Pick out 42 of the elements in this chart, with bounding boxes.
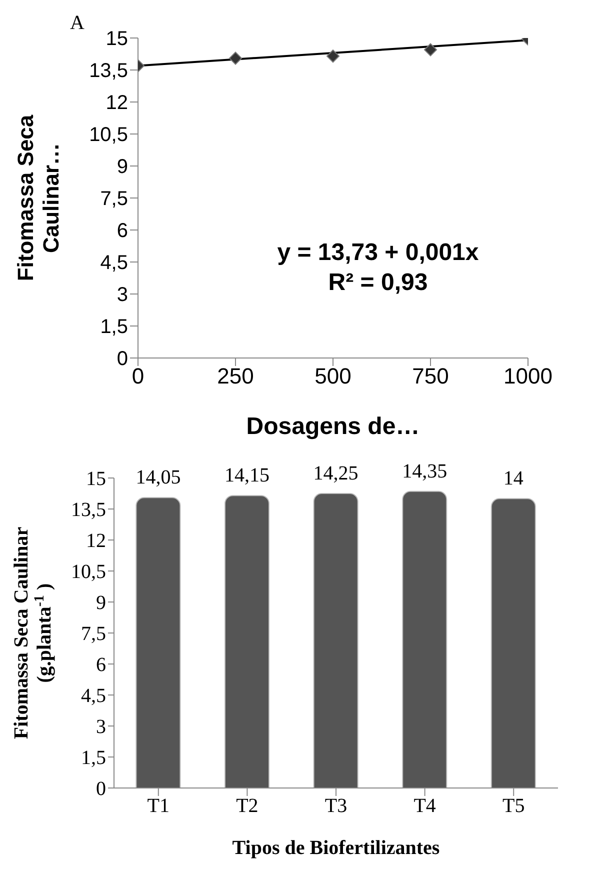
y-tick-label: 15 — [106, 28, 128, 50]
x-axis-title: Tipos de Biofertilizantes — [232, 837, 440, 859]
y-tick-label: 1,5 — [100, 316, 128, 338]
y-tick-label: 12 — [86, 530, 106, 552]
x-tick-label: 250 — [217, 364, 254, 389]
y-tick-label: 12 — [106, 92, 128, 114]
y-tick-label: 7,5 — [100, 188, 128, 210]
data-label: 14 — [503, 468, 524, 490]
y-tick-label: 10,5 — [71, 561, 106, 584]
y-tick-label: 1,5 — [81, 747, 106, 770]
y-tick-label: 13,5 — [71, 499, 106, 522]
data-label: 14,35 — [402, 460, 448, 482]
annotation: y = 13,73 + 0,001x — [276, 238, 480, 268]
y-tick-label: 4,5 — [81, 685, 106, 708]
y-tick-label: 7,5 — [81, 623, 106, 646]
y-tick-label: 9 — [96, 592, 106, 614]
y-tick-label: 3 — [116, 284, 128, 306]
y-tick-label: 15 — [86, 468, 106, 490]
y-tick-label: 10,5 — [89, 124, 128, 146]
x-tick-label: T1 — [147, 795, 170, 818]
y-tick-label: 6 — [96, 654, 106, 676]
x-tick-label: T2 — [236, 795, 258, 818]
x-axis-title: Dosagens de… — [246, 413, 420, 440]
y-tick-label: 9 — [116, 156, 128, 178]
data-label: 14,15 — [224, 464, 270, 487]
annotation: R² = 0,93 — [327, 268, 429, 298]
x-tick-label: T3 — [324, 795, 348, 818]
y-tick-label: 4,5 — [100, 252, 128, 274]
data-label: 14,25 — [313, 462, 358, 484]
data-label: 14,05 — [136, 466, 181, 489]
y-tick-label: 13,5 — [89, 60, 128, 82]
x-tick-label: 1000 — [504, 364, 552, 389]
y-tick-label: 0 — [116, 348, 128, 370]
x-tick-label: T4 — [414, 795, 436, 818]
y-tick-label: 3 — [96, 716, 106, 738]
x-tick-label: 500 — [314, 364, 352, 389]
y-tick-label: 0 — [96, 778, 106, 800]
y-tick-label: 6 — [116, 220, 128, 242]
x-tick-label: 750 — [412, 364, 449, 389]
x-tick-label: T5 — [502, 795, 525, 818]
chart-title: A — [70, 12, 84, 35]
y-axis-title: Fitomassa Seca Caulinar… — [13, 114, 64, 282]
